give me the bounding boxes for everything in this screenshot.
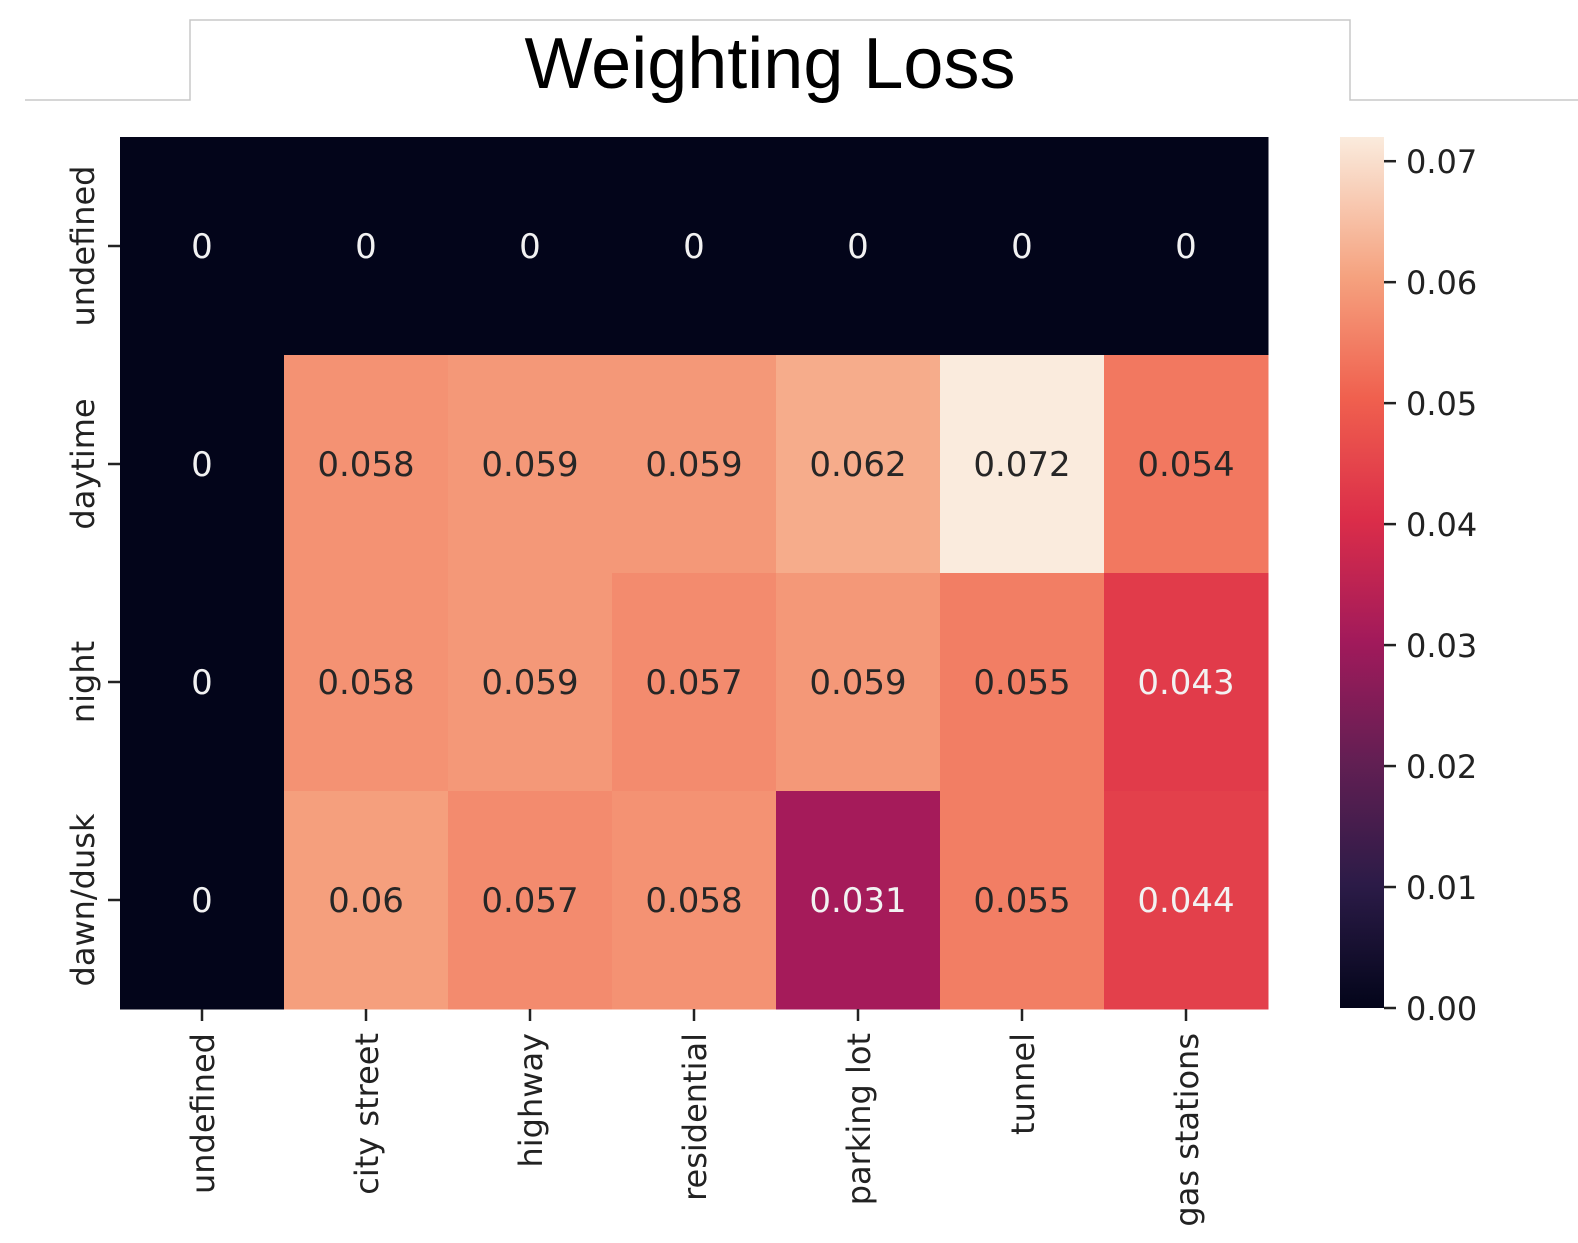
x-tick-label: parking lot xyxy=(840,1033,878,1205)
heatmap-cell xyxy=(1104,355,1269,574)
cell-value-label: 0.057 xyxy=(481,881,578,921)
cell-value-label: 0.055 xyxy=(973,663,1070,703)
cell-value-label: 0 xyxy=(191,881,213,921)
heatmap-cell xyxy=(448,791,613,1010)
heatmap-cell xyxy=(120,355,285,574)
cell-value-label: 0 xyxy=(847,227,869,267)
cell-value-label: 0.043 xyxy=(1137,663,1234,703)
colorbar-tick-label: 0.04 xyxy=(1406,506,1477,544)
cell-value-label: 0.059 xyxy=(481,445,578,485)
x-tick-label: gas stations xyxy=(1168,1033,1206,1227)
heatmap-cell xyxy=(612,573,777,792)
heatmap-cell xyxy=(120,137,285,356)
heatmap-cell xyxy=(776,791,941,1010)
cell-value-label: 0.059 xyxy=(809,663,906,703)
cell-value-label: 0.057 xyxy=(645,663,742,703)
heatmap-cell xyxy=(940,355,1105,574)
cell-value-label: 0.072 xyxy=(973,445,1070,485)
colorbar-tick-label: 0.02 xyxy=(1406,748,1477,786)
cell-value-label: 0.062 xyxy=(809,445,906,485)
y-tick-label: undefined xyxy=(64,166,102,327)
colorbar-tick-label: 0.03 xyxy=(1406,627,1477,665)
heatmap-cell xyxy=(776,137,941,356)
colorbar-tick-label: 0.05 xyxy=(1406,385,1477,423)
heatmap-cell xyxy=(120,791,285,1010)
colorbar-tick-label: 0.06 xyxy=(1406,264,1477,302)
cell-value-label: 0.058 xyxy=(317,445,414,485)
heatmap-cell xyxy=(1104,573,1269,792)
heatmap-cell xyxy=(1104,137,1269,356)
heatmap-cell xyxy=(776,355,941,574)
title-frame xyxy=(25,19,1578,101)
cell-value-label: 0.044 xyxy=(1137,881,1234,921)
cell-value-label: 0 xyxy=(683,227,705,267)
heatmap-cell xyxy=(776,573,941,792)
cell-value-label: 0.055 xyxy=(973,881,1070,921)
x-tick-label: undefined xyxy=(184,1033,222,1194)
cell-value-label: 0 xyxy=(191,227,213,267)
cell-value-label: 0.059 xyxy=(645,445,742,485)
cell-value-label: 0.058 xyxy=(317,663,414,703)
x-tick-label: tunnel xyxy=(1004,1033,1042,1135)
cell-value-label: 0 xyxy=(519,227,541,267)
heatmap-cell xyxy=(120,573,285,792)
heatmap-cell xyxy=(940,573,1105,792)
cell-value-label: 0.031 xyxy=(809,881,906,921)
heatmap-cell xyxy=(284,573,449,792)
colorbar-tick-label: 0.01 xyxy=(1406,869,1477,907)
heatmap-cell xyxy=(940,137,1105,356)
cell-value-label: 0 xyxy=(1175,227,1197,267)
heatmap-cell xyxy=(284,791,449,1010)
cell-value-label: 0 xyxy=(1011,227,1033,267)
heatmap-cell xyxy=(1104,791,1269,1010)
y-tick-label: dawn/dusk xyxy=(64,813,102,986)
chart-title: Weighting Loss xyxy=(524,24,1016,104)
x-tick-label: city street xyxy=(348,1033,386,1195)
heatmap-cell xyxy=(284,355,449,574)
cell-value-label: 0.059 xyxy=(481,663,578,703)
x-tick-label: residential xyxy=(676,1033,714,1201)
cell-value-label: 0 xyxy=(191,445,213,485)
heatmap-cell xyxy=(940,791,1105,1010)
colorbar xyxy=(1340,137,1384,1008)
cell-value-label: 0.058 xyxy=(645,881,742,921)
cell-value-label: 0 xyxy=(355,227,377,267)
heatmap-cell xyxy=(284,137,449,356)
cell-value-label: 0.06 xyxy=(328,881,404,921)
heatmap-cell xyxy=(448,137,613,356)
y-tick-label: daytime xyxy=(64,398,102,529)
x-tick-label: highway xyxy=(512,1033,550,1167)
colorbar-tick-label: 0.07 xyxy=(1406,143,1477,181)
y-tick-label: night xyxy=(64,641,102,723)
heatmap-cell xyxy=(448,573,613,792)
heatmap-cell xyxy=(612,355,777,574)
colorbar-tick-label: 0.00 xyxy=(1406,990,1477,1028)
cell-value-label: 0.054 xyxy=(1137,445,1234,485)
heatmap-cell xyxy=(612,791,777,1010)
heatmap-cell xyxy=(448,355,613,574)
cell-value-label: 0 xyxy=(191,663,213,703)
heatmap-cell xyxy=(612,137,777,356)
